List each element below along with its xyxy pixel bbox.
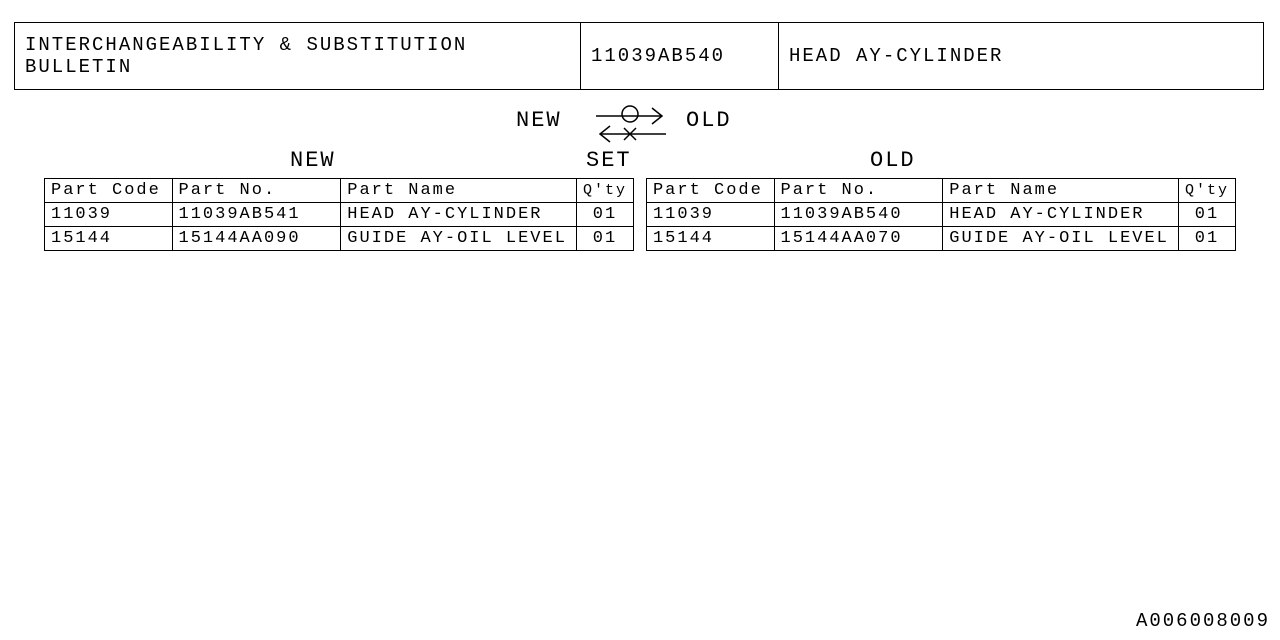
cell-no: 11039AB541	[172, 203, 341, 227]
cell-code: 11039	[45, 203, 173, 227]
section-new-label: NEW	[290, 148, 336, 173]
cell-qty: 01	[576, 227, 633, 251]
table-gap	[633, 203, 646, 227]
parts-table-wrap: Part Code Part No. Part Name Q'ty Part C…	[44, 178, 1236, 251]
cell-no: 11039AB540	[774, 203, 943, 227]
col-qty-new: Q'ty	[576, 179, 633, 203]
cell-qty: 01	[1178, 227, 1235, 251]
cell-name: GUIDE AY-OIL LEVEL	[341, 227, 577, 251]
parts-table: Part Code Part No. Part Name Q'ty Part C…	[44, 178, 1236, 251]
bulletin-header: INTERCHANGEABILITY & SUBSTITUTION BULLET…	[14, 22, 1264, 90]
interchange-arrow-icon	[592, 104, 676, 148]
document-code: A006008009	[1136, 610, 1270, 632]
cell-no: 15144AA070	[774, 227, 943, 251]
mid-new-label: NEW	[516, 108, 562, 133]
cell-qty: 01	[576, 203, 633, 227]
col-qty-old: Q'ty	[1178, 179, 1235, 203]
table-gap	[633, 179, 646, 203]
cell-qty: 01	[1178, 203, 1235, 227]
col-no-new: Part No.	[172, 179, 341, 203]
header-title: INTERCHANGEABILITY & SUBSTITUTION BULLET…	[15, 23, 581, 89]
col-code-new: Part Code	[45, 179, 173, 203]
header-part-no: 11039AB540	[581, 23, 779, 89]
table-row: 15144 15144AA090 GUIDE AY-OIL LEVEL 01 1…	[45, 227, 1236, 251]
mid-set-label: SET	[586, 148, 632, 173]
col-name-new: Part Name	[341, 179, 577, 203]
cell-code: 11039	[646, 203, 774, 227]
col-name-old: Part Name	[943, 179, 1179, 203]
table-gap	[633, 227, 646, 251]
header-part-name: HEAD AY-CYLINDER	[779, 23, 1263, 89]
col-code-old: Part Code	[646, 179, 774, 203]
table-row: 11039 11039AB541 HEAD AY-CYLINDER 01 110…	[45, 203, 1236, 227]
mid-old-label: OLD	[686, 108, 732, 133]
cell-code: 15144	[646, 227, 774, 251]
section-old-label: OLD	[870, 148, 916, 173]
col-no-old: Part No.	[774, 179, 943, 203]
cell-name: GUIDE AY-OIL LEVEL	[943, 227, 1179, 251]
cell-name: HEAD AY-CYLINDER	[341, 203, 577, 227]
cell-no: 15144AA090	[172, 227, 341, 251]
table-header-row: Part Code Part No. Part Name Q'ty Part C…	[45, 179, 1236, 203]
cell-code: 15144	[45, 227, 173, 251]
cell-name: HEAD AY-CYLINDER	[943, 203, 1179, 227]
